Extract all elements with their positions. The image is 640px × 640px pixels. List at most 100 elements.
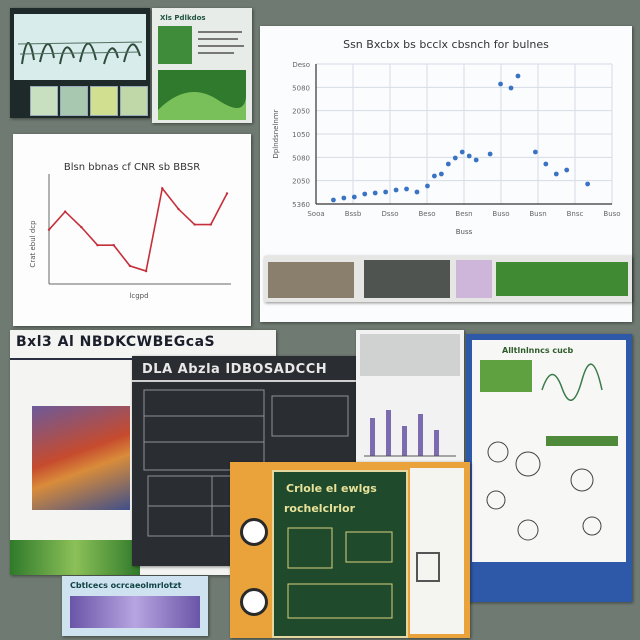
sketch-board-thumbnail	[10, 8, 150, 118]
data-point	[414, 189, 420, 195]
x-tick-label: Buso	[603, 210, 620, 218]
photo-strip	[264, 256, 632, 302]
data-point	[372, 190, 378, 196]
rock-photo	[268, 262, 354, 298]
banner-image	[70, 596, 200, 628]
data-point	[144, 269, 148, 273]
data-point	[425, 183, 430, 189]
x-tick-label: Dsso	[382, 210, 399, 218]
y-axis-label: Dplndsnelnmr	[272, 109, 280, 158]
data-point	[112, 244, 115, 247]
terrain-photo	[364, 260, 450, 298]
data-point	[161, 187, 164, 190]
x-axis-label: Buss	[456, 228, 473, 236]
chart-title: Ssn Bxcbx bs bcclx cbsnch for bulnes	[343, 38, 549, 51]
divider	[132, 380, 358, 382]
poster-body: Alltlnlnncs cucb	[472, 340, 626, 562]
data-point	[445, 161, 451, 167]
side-column	[410, 468, 464, 634]
data-point	[508, 85, 514, 91]
data-point	[351, 194, 357, 200]
data-point	[193, 223, 196, 226]
poster-title-line-2: rochelclrlor	[284, 502, 356, 515]
line-chart-card: Blsn bbnas cf CNR sb BBSR Crat ebul dcp …	[13, 134, 251, 326]
poster-title: DLA Abzla IDBOSADCCH	[142, 362, 328, 377]
data-point	[80, 225, 83, 229]
x-tick-label: Besn	[455, 210, 472, 218]
data-point	[564, 167, 570, 173]
panel-drawing	[287, 527, 393, 619]
y-tick-label: 1050	[292, 131, 310, 139]
device-icon	[416, 552, 440, 582]
data-point	[487, 151, 493, 157]
poster-title: Bxl3 Al NBDKCWBEGcaS	[16, 334, 216, 350]
data-point	[404, 186, 409, 192]
y-tick-label: 5080	[292, 154, 310, 162]
data-point	[438, 171, 444, 177]
y-tick-label: 5080	[292, 84, 310, 92]
data-point	[515, 73, 521, 79]
data-point	[209, 223, 213, 226]
data-point	[543, 161, 549, 167]
data-point	[341, 195, 347, 201]
text-lines	[198, 28, 246, 62]
flower-photo	[456, 260, 492, 298]
diagram-poster: Alltlnlnncs cucb	[466, 334, 632, 602]
thumbnail-image	[120, 86, 148, 116]
data-point	[225, 192, 229, 195]
photo-image	[360, 334, 460, 376]
banner-header: Cbtlcecs ocrcaeolmrlotzt	[70, 581, 182, 590]
thumbnail-image	[90, 86, 118, 116]
green-photo-card: Xls Pdlkdos	[152, 8, 252, 123]
x-tick-label: Bssb	[345, 210, 362, 218]
x-tick-label: Beso	[418, 210, 435, 218]
data-point	[498, 81, 503, 87]
poster-title-line-1: Crlole el ewlgs	[286, 482, 377, 495]
poster-dot	[240, 518, 268, 546]
data-point	[331, 197, 336, 203]
y-tick-label: 2050	[292, 108, 310, 116]
data-point	[452, 155, 458, 161]
green-poster: Crlole el ewlgs rochelclrlor	[230, 462, 470, 638]
data-point	[473, 157, 479, 163]
poster-panel: Crlole el ewlgs rochelclrlor	[272, 470, 408, 638]
data-point	[393, 187, 399, 193]
sketch-board-image	[14, 14, 146, 80]
x-axis-label: lcgpd	[129, 292, 148, 300]
leaf-image	[480, 360, 532, 392]
y-axis-label: Crat ebul dcp	[29, 220, 37, 268]
data-point	[177, 207, 180, 211]
data-point	[532, 149, 538, 155]
bar-illustration	[364, 410, 456, 457]
data-point	[383, 189, 389, 195]
field-photo	[496, 262, 628, 296]
photo-image	[158, 26, 192, 64]
landscape-image	[158, 70, 247, 120]
thumbnail-image	[60, 86, 88, 116]
thumbnail-image	[30, 86, 58, 116]
poster-dot	[240, 588, 268, 616]
poster-header: Alltlnlnncs cucb	[502, 346, 574, 355]
purple-banner: Cbtlcecs ocrcaeolmrlotzt	[62, 576, 208, 636]
data-point	[96, 244, 99, 247]
y-tick-label: 5360	[292, 201, 310, 209]
diagram-drawings	[486, 363, 618, 541]
y-tick-label: 2050	[292, 178, 310, 186]
data-point	[47, 228, 51, 231]
data-point	[466, 153, 472, 159]
footer-band	[10, 540, 140, 575]
line-chart: Blsn bbnas cf CNR sb BBSR Crat ebul dcp …	[29, 162, 231, 300]
x-tick-label: Bnsc	[567, 210, 584, 218]
data-point	[63, 210, 67, 213]
data-point	[362, 191, 368, 197]
card-header: Xls Pdlkdos	[160, 14, 206, 22]
data-point	[432, 173, 437, 179]
data-point	[128, 264, 132, 268]
heatmap-image	[32, 406, 130, 510]
data-point	[585, 181, 591, 187]
series-line	[48, 186, 228, 273]
x-tick-label: Sooa	[307, 210, 324, 218]
bar-chart-card	[356, 330, 464, 466]
chart-title: Blsn bbnas cf CNR sb BBSR	[64, 162, 200, 173]
scatter-chart: Ssn Bxcbx bs bcclx cbsnch for bulnes Dpl…	[272, 38, 621, 236]
